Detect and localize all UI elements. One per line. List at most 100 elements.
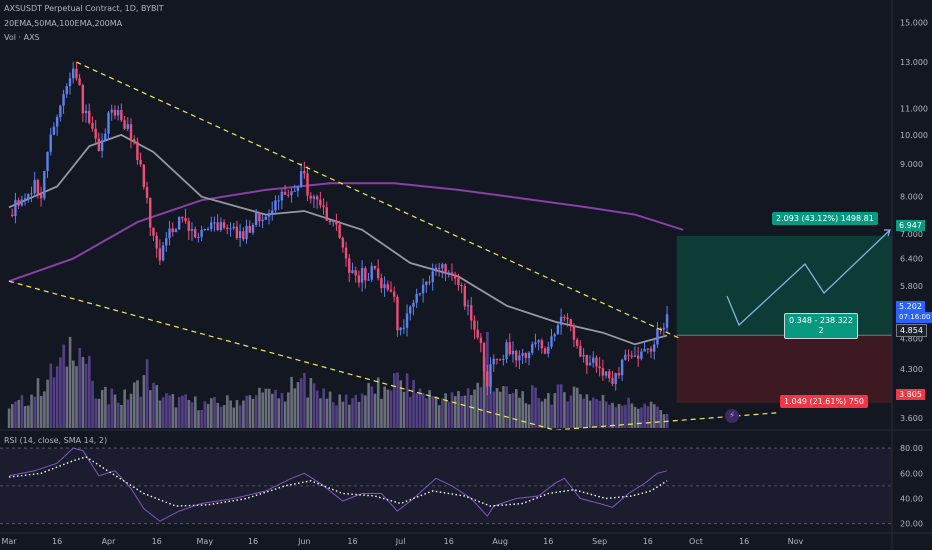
candle-body [325,207,328,221]
candle-body [107,112,110,134]
candle-body [181,216,184,219]
volume-bar [187,400,191,428]
candle-body [254,212,258,226]
candle-body [579,345,582,357]
volume-bar [165,393,168,428]
position-zones[interactable] [676,235,892,403]
candle-body [598,366,601,369]
volume-bar [229,400,232,428]
rsi-tick-label: 40.00 [900,494,923,503]
volume-bar [174,407,178,428]
volume-bar [319,398,322,428]
candle-body [437,267,441,269]
time-tick-label: 16 [347,537,357,546]
volume-bar [582,398,585,428]
time-tick-label: 16 [248,537,258,546]
volume-bar [23,406,27,428]
candle-body [344,247,348,259]
candle-body [309,195,312,199]
channel-lines[interactable] [8,61,777,431]
candle-body [88,110,91,123]
candle-body [524,353,528,359]
candle-body [547,346,550,354]
volume-bar [33,396,37,428]
volume-bar [437,405,441,428]
volume-bar [370,386,374,428]
volume-bar [540,401,544,428]
candle-body [120,110,123,121]
candle-body [656,328,659,345]
candle-body [396,296,399,331]
volume-bar [588,400,592,428]
volume-bar [624,404,627,428]
candle-body [33,179,36,194]
price-tick-label: 11.000 [900,104,928,113]
volume-bar [611,402,614,428]
candle-body [62,94,65,106]
volume-bar [450,392,454,428]
candle-body [643,349,646,352]
candle-body [43,170,46,199]
candle-body [540,340,544,349]
volume-bar [315,390,319,428]
candle-body [251,225,255,233]
candle-body [588,362,592,366]
volume-bar [81,357,85,428]
volume-bar [627,397,630,428]
candle-body [200,229,203,237]
ma-legend: 20EMA,50MA,100EMA,200MA [4,19,123,28]
candle-body [527,352,531,359]
volume-bar [335,405,338,428]
volume-bar [633,406,637,428]
volume-bar [399,380,403,428]
candle-body [569,318,572,326]
candle-body [380,278,383,289]
candle-body [222,222,226,228]
candle-body [312,196,316,199]
candle-body [425,281,428,285]
candle-body [415,293,418,303]
volume-bar [271,393,274,428]
volume-bar [46,379,49,428]
target-price-badge: 6.947 [896,220,925,231]
volume-bar [161,397,165,428]
candle-body [441,264,444,269]
candle-body [614,373,617,384]
volume-bar [258,387,261,428]
candle-body [287,194,290,196]
price-tick-label: 13.000 [900,58,928,67]
candle-body [521,353,524,356]
volume-bar [360,393,364,428]
ma-200-line [8,182,684,283]
candle-body [649,348,653,352]
volume-bar [643,403,646,428]
time-tick-label: May [197,537,214,546]
candle-body [405,313,409,328]
volume-bar [559,384,563,428]
candle-body [290,191,293,196]
price-tick-label: 10.000 [900,131,928,140]
time-tick-label: 16 [152,537,162,546]
candle-body [315,196,319,200]
volume-bar [132,382,136,428]
candle-body [360,268,364,283]
projection-path[interactable] [726,229,891,327]
candle-body [351,270,354,273]
volume-bar [393,373,396,428]
candle-body [91,122,94,129]
candle-body [274,200,277,211]
volume-bar [351,398,354,428]
candle-body [550,336,553,347]
candle-body [78,78,81,85]
candle-body [338,224,341,238]
candle-body [486,371,489,387]
volume-bar [78,347,82,428]
lightning-icon[interactable]: ⚡ [725,409,739,423]
candle-body [630,355,633,357]
projection-arrowhead [884,229,891,237]
volume-bar [107,404,110,428]
volume-bar [620,405,624,428]
candle-body [155,235,158,249]
candle-body [450,272,454,275]
